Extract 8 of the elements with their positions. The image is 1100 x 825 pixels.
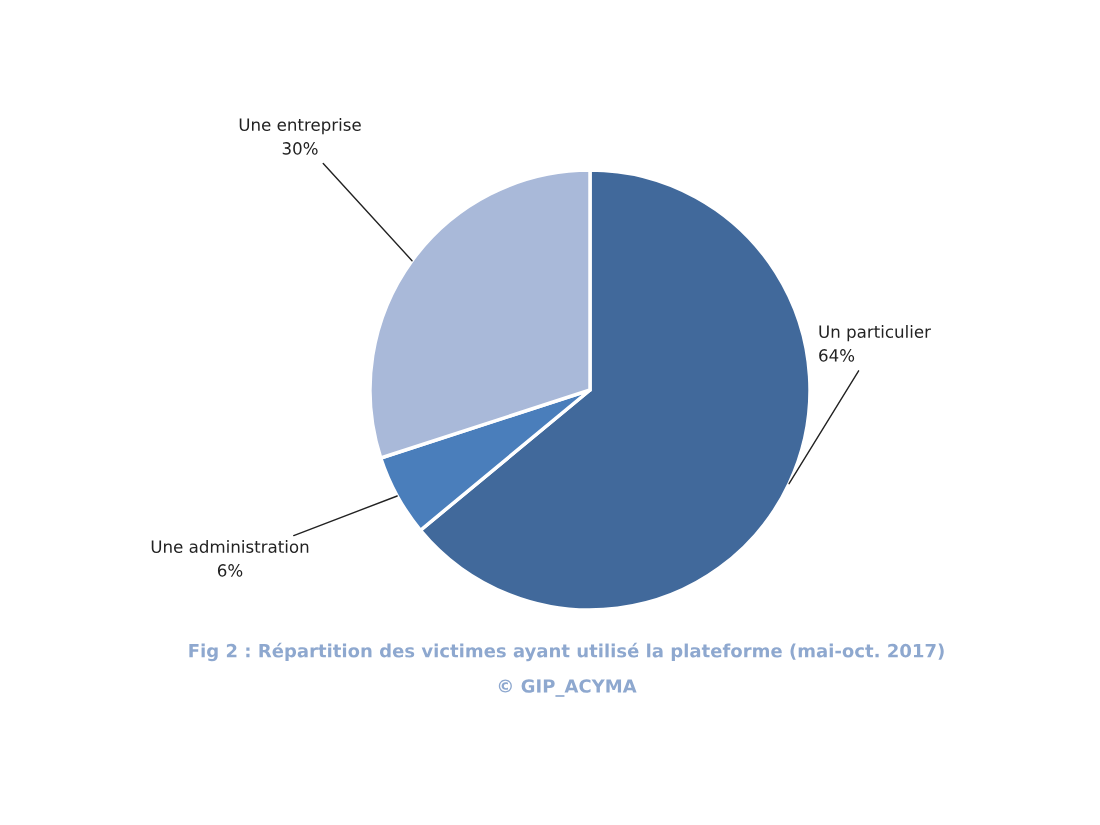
text: Fig 2 : Répartition des victimes ayant utilisé la plateforme (mai-oct. 2017) [189,642,944,662]
slice-label: Une entreprise [239,118,361,135]
data-label: 64% [819,349,855,362]
text: © GIP_ACYMA [498,679,637,697]
data-label: 6% [217,564,243,577]
slice-label: Une administration [151,540,309,553]
data-label: 30% [282,142,318,155]
slice-label: Un particulier [819,325,931,342]
